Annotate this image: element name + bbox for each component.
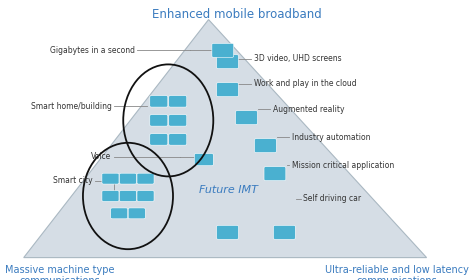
- FancyBboxPatch shape: [137, 173, 154, 184]
- FancyBboxPatch shape: [119, 191, 137, 201]
- FancyBboxPatch shape: [102, 191, 119, 201]
- FancyBboxPatch shape: [110, 208, 128, 219]
- FancyBboxPatch shape: [150, 96, 168, 107]
- FancyBboxPatch shape: [273, 225, 295, 239]
- FancyBboxPatch shape: [150, 115, 168, 126]
- Text: Mission critical application: Mission critical application: [292, 161, 394, 170]
- Text: Massive machine type
communications: Massive machine type communications: [5, 265, 114, 280]
- FancyBboxPatch shape: [217, 225, 238, 239]
- FancyBboxPatch shape: [169, 134, 187, 145]
- Text: Self driving car: Self driving car: [303, 194, 362, 203]
- FancyBboxPatch shape: [137, 191, 154, 201]
- FancyBboxPatch shape: [194, 153, 213, 166]
- Text: 3D video, UHD screens: 3D video, UHD screens: [254, 54, 341, 63]
- Text: Future IMT: Future IMT: [199, 185, 258, 195]
- FancyBboxPatch shape: [102, 173, 119, 184]
- Text: Ultra-reliable and low latency
communications: Ultra-reliable and low latency communica…: [325, 265, 469, 280]
- Polygon shape: [24, 20, 427, 258]
- FancyBboxPatch shape: [212, 43, 234, 57]
- Text: Industry automation: Industry automation: [292, 133, 370, 142]
- FancyBboxPatch shape: [255, 139, 276, 153]
- FancyBboxPatch shape: [119, 173, 137, 184]
- FancyBboxPatch shape: [150, 134, 168, 145]
- Text: Augmented reality: Augmented reality: [273, 105, 344, 114]
- Text: Smart home/building: Smart home/building: [30, 102, 111, 111]
- Text: Smart city: Smart city: [53, 176, 92, 185]
- Text: Work and play in the cloud: Work and play in the cloud: [254, 80, 356, 88]
- FancyBboxPatch shape: [128, 208, 145, 219]
- FancyBboxPatch shape: [169, 115, 187, 126]
- Text: Voice: Voice: [91, 152, 111, 161]
- FancyBboxPatch shape: [264, 167, 286, 181]
- FancyBboxPatch shape: [217, 83, 238, 97]
- FancyBboxPatch shape: [169, 96, 187, 107]
- FancyBboxPatch shape: [236, 111, 257, 125]
- FancyBboxPatch shape: [217, 55, 238, 69]
- Text: Enhanced mobile broadband: Enhanced mobile broadband: [152, 8, 322, 21]
- Text: Gigabytes in a second: Gigabytes in a second: [50, 46, 135, 55]
